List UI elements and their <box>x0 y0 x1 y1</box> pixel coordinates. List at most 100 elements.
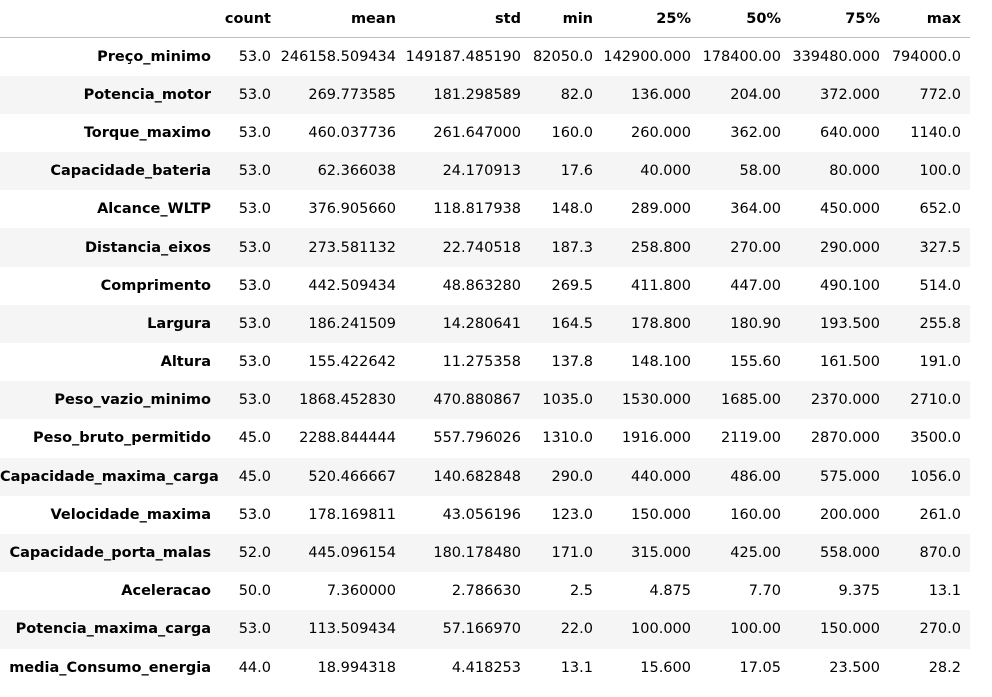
table-row: Torque_maximo 53.0 460.037736 261.647000 160… <box>0 113 970 153</box>
row-label: Velocidade_maxima <box>50 506 212 523</box>
table-cell: 490.100 <box>820 277 880 294</box>
header-corner <box>0 0 220 38</box>
table-cell: 160.0 <box>551 124 593 141</box>
table-cell: 181.298589 <box>433 86 521 103</box>
table-cell: 339480.000 <box>792 48 880 65</box>
table-cell: 136.000 <box>631 86 691 103</box>
table-cell: 15.600 <box>640 659 691 676</box>
table-cell: 48.863280 <box>442 277 521 294</box>
table-cell: 7.70 <box>748 583 781 600</box>
table-cell: 445.096154 <box>308 545 396 562</box>
row-label: Peso_vazio_minimo <box>54 392 211 409</box>
table-cell: 118.817938 <box>433 201 521 218</box>
table-cell: 178.800 <box>631 315 691 332</box>
table-cell: 193.500 <box>820 315 880 332</box>
table-cell: 100.000 <box>631 621 691 638</box>
table-cell: 2370.000 <box>810 392 880 409</box>
row-label: media_Consumo_energia <box>9 659 211 676</box>
table-cell: 53.0 <box>238 277 271 294</box>
table-cell: 269.5 <box>551 277 593 294</box>
table-cell: 53.0 <box>238 392 271 409</box>
table-cell: 520.466667 <box>308 468 396 485</box>
table-cell: 273.581132 <box>308 239 396 256</box>
table-cell: 53.0 <box>238 163 271 180</box>
dataframe-output: count mean std min 25% 50% 75% max Preço… <box>0 0 970 687</box>
table-cell: 270.00 <box>730 239 781 256</box>
row-label: Capacidade_maxima_carga <box>0 468 219 485</box>
column-header-75pct: 75% <box>790 0 889 38</box>
table-cell: 447.00 <box>730 277 781 294</box>
table-cell: 290.0 <box>551 468 593 485</box>
table-cell: 53.0 <box>238 124 271 141</box>
table-cell: 327.5 <box>919 239 961 256</box>
table-row: media_Consumo_energia 44.0 18.994318 4.4182… <box>0 648 970 687</box>
table-cell: 155.422642 <box>308 354 396 371</box>
column-header-max: max <box>889 0 970 38</box>
table-cell: 557.796026 <box>433 430 521 447</box>
table-row: Aceleracao 50.0 7.360000 2.786630 2.5 4.875 7.… <box>0 572 970 611</box>
table-cell: 142900.000 <box>603 48 691 65</box>
table-cell: 13.1 <box>928 583 961 600</box>
table-row: Capacidade_bateria 53.0 62.366038 24.170913… <box>0 152 970 191</box>
table-cell: 44.0 <box>238 659 271 676</box>
row-label: Altura <box>160 354 211 371</box>
table-cell: 180.178480 <box>433 545 521 562</box>
table-cell: 261.647000 <box>433 124 521 141</box>
table-cell: 575.000 <box>820 468 880 485</box>
table-cell: 100.00 <box>730 621 781 638</box>
table-cell: 258.800 <box>631 239 691 256</box>
table-cell: 53.0 <box>238 201 271 218</box>
table-cell: 180.90 <box>730 315 781 332</box>
table-cell: 269.773585 <box>308 86 396 103</box>
table-cell: 1056.0 <box>910 468 961 485</box>
table-row: Potencia_maxima_carga 53.0 113.509434 57.16… <box>0 610 970 649</box>
table-cell: 50.0 <box>238 583 271 600</box>
table-cell: 652.0 <box>919 201 961 218</box>
column-header-std: std <box>405 0 530 38</box>
table-cell: 53.0 <box>238 621 271 638</box>
table-cell: 514.0 <box>919 277 961 294</box>
table-row: Peso_vazio_minimo 53.0 1868.452830 470.8808… <box>0 381 970 420</box>
table-cell: 14.280641 <box>442 315 521 332</box>
column-header-count: count <box>220 0 280 38</box>
table-row: Distancia_eixos 53.0 273.581132 22.740518 18… <box>0 228 970 267</box>
row-label: Distancia_eixos <box>84 239 211 256</box>
table-cell: 4.875 <box>649 583 691 600</box>
table-cell: 640.000 <box>820 124 880 141</box>
table-cell: 52.0 <box>238 545 271 562</box>
table-cell: 4.418253 <box>451 659 521 676</box>
table-cell: 255.8 <box>919 315 961 332</box>
table-row: Largura 53.0 186.241509 14.280641 164.5 178.8… <box>0 304 970 343</box>
table-cell: 364.00 <box>730 201 781 218</box>
table-cell: 270.0 <box>919 621 961 638</box>
table-header: count mean std min 25% 50% 75% max <box>0 0 970 38</box>
table-cell: 450.000 <box>820 201 880 218</box>
header-row: count mean std min 25% 50% 75% max <box>0 0 970 38</box>
table-cell: 558.000 <box>820 545 880 562</box>
table-cell: 3500.0 <box>910 430 961 447</box>
table-cell: 372.000 <box>820 86 880 103</box>
column-header-50pct: 50% <box>700 0 790 38</box>
table-cell: 315.000 <box>631 545 691 562</box>
table-cell: 178.169811 <box>308 506 396 523</box>
table-row: Preço_minimo 53.0 246158.509434 149187.4851… <box>0 37 970 76</box>
table-cell: 1685.00 <box>721 392 781 409</box>
table-cell: 870.0 <box>919 545 961 562</box>
table-cell: 155.60 <box>730 354 781 371</box>
table-cell: 411.800 <box>631 277 691 294</box>
table-body: Preço_minimo 53.0 246158.509434 149187.4851… <box>0 37 970 687</box>
row-label: Capacidade_porta_malas <box>9 545 211 562</box>
table-cell: 82.0 <box>560 86 593 103</box>
table-cell: 460.037736 <box>308 124 396 141</box>
table-cell: 1310.0 <box>542 430 593 447</box>
row-label: Preço_minimo <box>97 48 211 65</box>
table-cell: 80.000 <box>829 163 880 180</box>
table-cell: 17.6 <box>560 163 593 180</box>
column-header-mean: mean <box>280 0 405 38</box>
row-label: Potencia_maxima_carga <box>15 621 211 638</box>
table-cell: 425.00 <box>730 545 781 562</box>
table-row: Alcance_WLTP 53.0 376.905660 118.817938 148.… <box>0 190 970 229</box>
table-cell: 200.000 <box>820 506 880 523</box>
table-cell: 149187.485190 <box>405 48 521 65</box>
table-cell: 289.000 <box>631 201 691 218</box>
